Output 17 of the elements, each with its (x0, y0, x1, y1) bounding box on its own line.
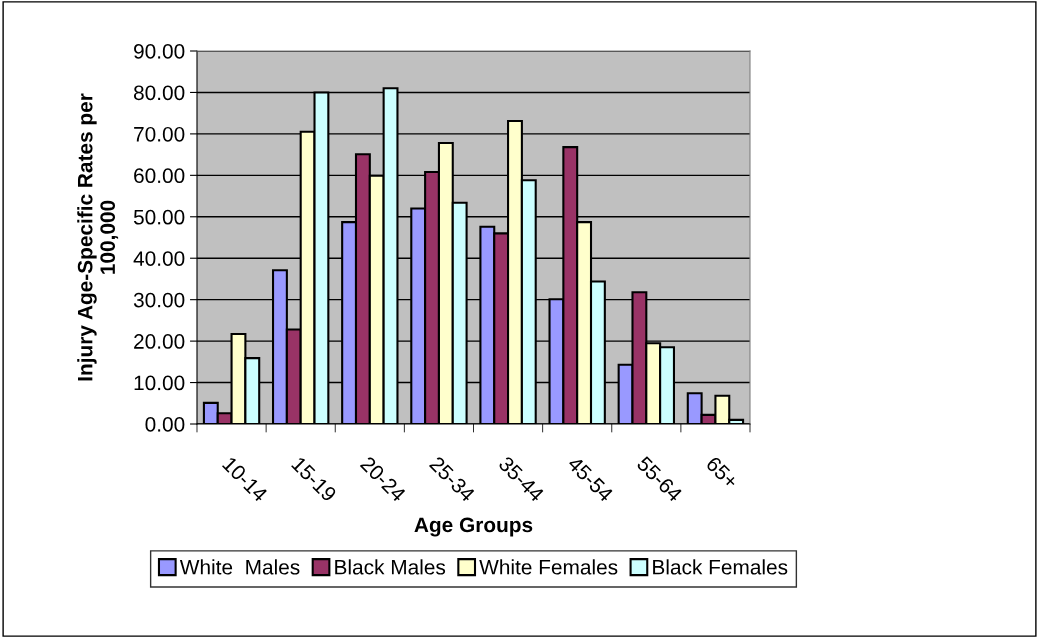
legend-label: Black Males (335, 559, 446, 575)
y-tick-label: 60.00 (134, 168, 185, 184)
y-tick-label: 40.00 (133, 251, 185, 266)
legend-label: Black Females (653, 559, 788, 575)
legend-label: White Females (479, 559, 618, 575)
y-tick-label: 80.00 (133, 85, 185, 101)
y-axis-title: Injury Age-Specific Rates per 100,000 (77, 93, 119, 381)
y-tick-label: 0.00 (145, 417, 185, 432)
x-axis-title: Age Groups (414, 517, 533, 537)
y-tick-label: 10.00 (134, 375, 185, 391)
y-tick-label: 70.00 (134, 126, 185, 142)
y-tick-label: 20.00 (134, 334, 185, 349)
legend-label: White Males (179, 559, 300, 575)
x-tick-label: 65+ (705, 455, 740, 490)
y-tick-label: 30.00 (133, 292, 185, 308)
y-tick-label: 90.00 (134, 44, 185, 59)
y-tick-label: 50.00 (133, 209, 185, 225)
